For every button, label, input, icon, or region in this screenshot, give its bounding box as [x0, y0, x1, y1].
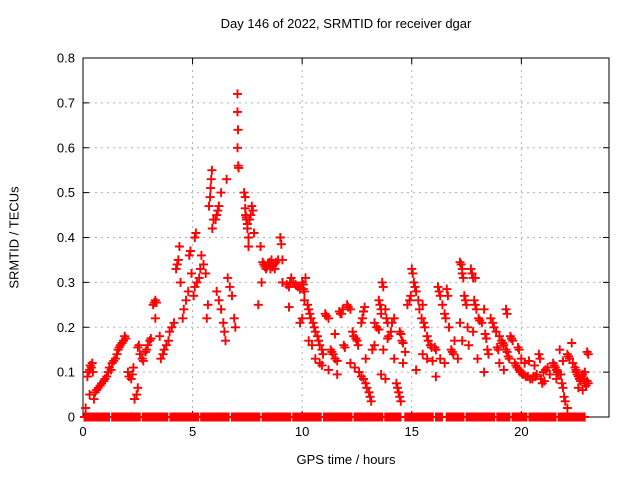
y-tick-label: 0.1: [57, 365, 75, 380]
y-tick-label: 0.7: [57, 95, 75, 110]
y-tick-label: 0: [68, 410, 75, 425]
y-axis-label: SRMTID / TECUs: [6, 186, 22, 289]
x-axis-label: GPS time / hours: [296, 452, 396, 467]
chart-title: Day 146 of 2022, SRMTID for receiver dga…: [220, 16, 472, 31]
y-tick-label: 0.3: [57, 275, 75, 290]
y-tick-label: 0.4: [57, 230, 75, 245]
x-tick-label: 5: [189, 424, 196, 439]
x-tick-label: 15: [405, 424, 419, 439]
x-tick-label: 0: [79, 424, 86, 439]
x-tick-label: 20: [514, 424, 528, 439]
y-tick-label: 0.6: [57, 140, 75, 155]
x-tick-label: 10: [295, 424, 309, 439]
y-tick-label: 0.8: [57, 51, 75, 66]
data-points: [80, 89, 593, 422]
y-tick-label: 0.2: [57, 320, 75, 335]
y-tick-label: 0.5: [57, 185, 75, 200]
